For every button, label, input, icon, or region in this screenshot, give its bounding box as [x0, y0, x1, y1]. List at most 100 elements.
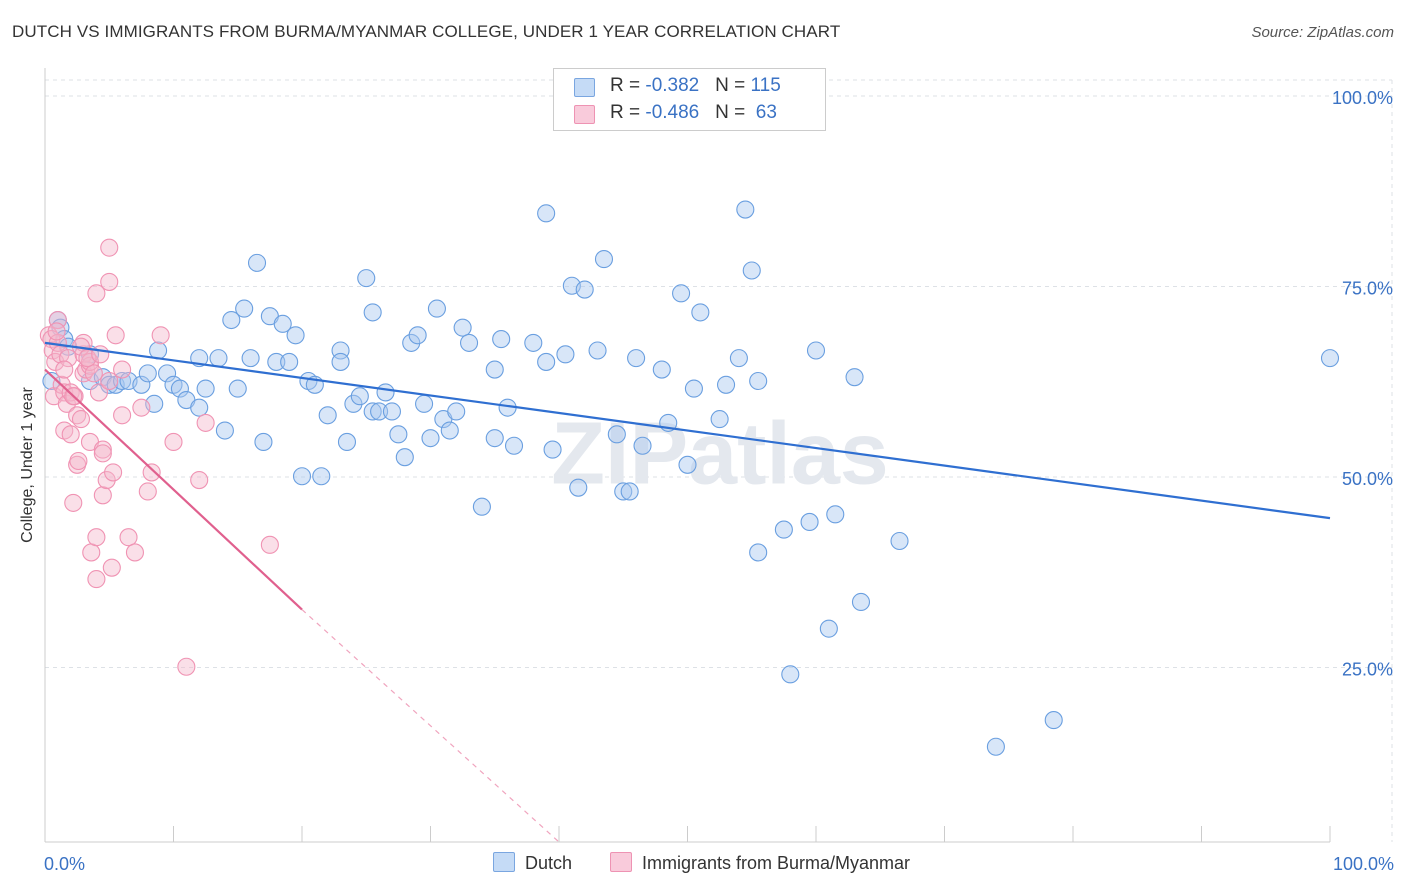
dutch-point [620, 482, 639, 501]
dutch-point [537, 352, 556, 371]
dutch-point [132, 375, 151, 394]
burma-point [91, 345, 110, 364]
burma-point [48, 310, 67, 330]
y-tick-label: 25.0% [1342, 660, 1393, 680]
legend-swatch-dutch [493, 852, 515, 872]
dutch-point [363, 402, 382, 421]
dutch-point [485, 360, 504, 379]
burma-point [119, 528, 138, 547]
y-tick-label: 100.0% [1332, 88, 1393, 108]
dutch-point [235, 299, 254, 318]
dutch-trend-line [44, 341, 1331, 520]
dutch-point [267, 352, 286, 371]
dutch-point [986, 737, 1005, 756]
legend-label-dutch: Dutch [525, 853, 573, 873]
dutch-point [459, 333, 479, 352]
legend-label-burma: Immigrants from Burma/Myanmar [642, 853, 911, 873]
dutch-point [318, 406, 337, 425]
x-tick-label-min: 0.0% [44, 854, 86, 874]
legend-swatch-burma [610, 852, 632, 872]
dutch-point [158, 364, 177, 383]
chart-title: DUTCH VS IMMIGRANTS FROM BURMA/MYANMAR C… [12, 22, 841, 41]
dutch-point [286, 326, 305, 345]
burma-trend-line [44, 368, 303, 611]
dutch-point [312, 467, 331, 486]
dutch-point [556, 345, 575, 364]
dutch-point [729, 349, 748, 368]
dutch-point [672, 284, 691, 303]
burma-point [132, 398, 151, 417]
dutch-point [247, 253, 267, 272]
burma-point [93, 440, 112, 459]
y-tick-label: 75.0% [1342, 279, 1393, 299]
legend-n-label: N = [715, 102, 751, 123]
dutch-point [1044, 711, 1063, 730]
dutch-point [607, 425, 626, 444]
burma-point [196, 413, 215, 432]
dutch-point [273, 314, 292, 333]
dutch-point [389, 425, 408, 444]
legend-swatch-burma [574, 105, 595, 124]
dutch-point [337, 432, 357, 452]
burma-point [64, 493, 83, 512]
dutch-point [138, 364, 157, 383]
dutch-point [382, 402, 402, 421]
burma-point [59, 349, 78, 368]
burma-point [138, 482, 157, 501]
trend-lines [44, 341, 1331, 843]
dutch-point [806, 341, 826, 360]
burma-point [71, 410, 91, 429]
dutch-point [196, 379, 215, 398]
dutch-point [485, 429, 504, 448]
dutch-point [363, 303, 382, 322]
dutch-point [716, 375, 736, 394]
burma-point [100, 272, 119, 291]
legend-r-label: R = [610, 75, 646, 96]
dutch-point [421, 429, 440, 448]
burma-point [104, 463, 123, 482]
dutch-point [774, 520, 793, 539]
dutch-point [543, 440, 562, 459]
dutch-point [402, 333, 421, 352]
dutch-point [292, 467, 312, 486]
burma-point [93, 444, 112, 463]
dutch-point [492, 330, 511, 349]
burma-point [177, 657, 196, 676]
burma-point [87, 570, 106, 589]
dutch-point [614, 482, 633, 501]
dutch-point [504, 436, 524, 455]
dutch-point [344, 394, 363, 413]
dutch-point [710, 410, 729, 429]
dutch-point [524, 333, 543, 352]
dutch-point [851, 592, 871, 612]
dutch-point [415, 394, 434, 413]
dutch-point [472, 497, 491, 516]
burma-point [142, 463, 161, 482]
dutch-point [453, 318, 472, 337]
dutch-point [280, 352, 299, 371]
dutch-point [569, 478, 588, 497]
burma-point [87, 284, 106, 303]
dutch-point [395, 448, 414, 467]
burma-point [102, 558, 121, 577]
axes [44, 68, 1331, 843]
dutch-point [684, 379, 703, 398]
dutch-point [627, 349, 646, 368]
burma-point [260, 535, 279, 554]
legend-r-value: -0.486 [645, 102, 700, 123]
dutch-point [190, 398, 209, 417]
legend-n-value: 63 [750, 102, 777, 123]
dutch-point [845, 368, 864, 387]
dutch-point [826, 505, 845, 524]
dutch-point [819, 619, 838, 638]
burma-point [125, 543, 144, 562]
burma-point [100, 238, 119, 257]
dutch-point [633, 436, 652, 455]
dutch-point [357, 269, 376, 288]
legend-r-value: -0.382 [645, 75, 700, 96]
dutch-point [215, 421, 234, 440]
burma-point [100, 371, 119, 391]
burma-point [106, 326, 125, 345]
burma-point [55, 360, 74, 379]
legend-item-burma: Immigrants from Burma/Myanmar [610, 852, 910, 874]
